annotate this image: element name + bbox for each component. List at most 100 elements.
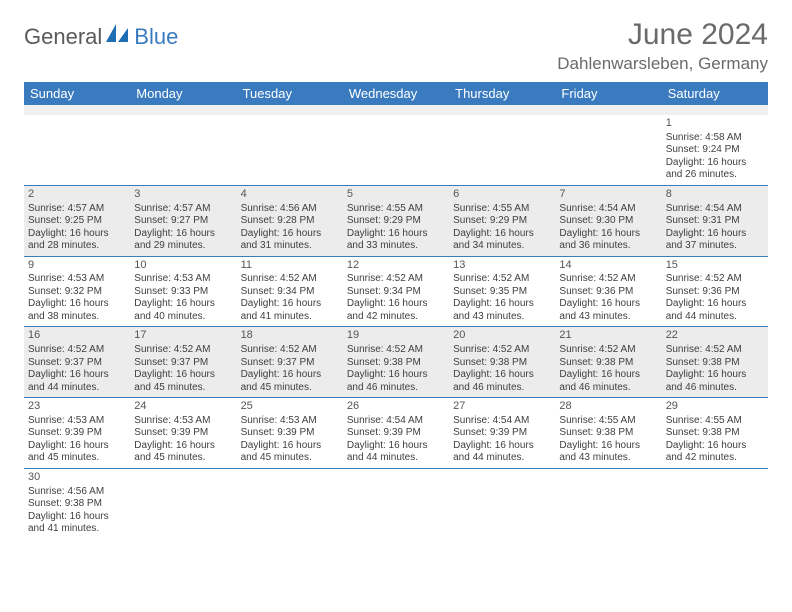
day-number: 14	[559, 259, 657, 273]
day-number: 16	[28, 329, 126, 343]
calendar-cell	[130, 468, 236, 538]
day-number: 25	[241, 400, 339, 414]
cell-line: and 42 minutes.	[347, 311, 445, 324]
day-number: 30	[28, 471, 126, 485]
calendar-cell: 15Sunrise: 4:52 AMSunset: 9:36 PMDayligh…	[662, 256, 768, 327]
cell-line: Sunset: 9:31 PM	[666, 215, 764, 228]
cell-line: Sunrise: 4:52 AM	[241, 273, 339, 286]
cell-line: Sunset: 9:27 PM	[134, 215, 232, 228]
cell-line: Sunset: 9:39 PM	[134, 427, 232, 440]
cell-line: Sunrise: 4:52 AM	[559, 344, 657, 357]
day-number: 6	[453, 188, 551, 202]
day-number: 2	[28, 188, 126, 202]
calendar-cell: 2Sunrise: 4:57 AMSunset: 9:25 PMDaylight…	[24, 185, 130, 256]
location-text: Dahlenwarsleben, Germany	[557, 54, 768, 74]
cell-line: Daylight: 16 hours	[347, 369, 445, 382]
cell-line: Sunrise: 4:53 AM	[241, 415, 339, 428]
calendar-cell	[555, 115, 661, 185]
cell-line: Sunset: 9:37 PM	[241, 357, 339, 370]
cell-line: Daylight: 16 hours	[241, 369, 339, 382]
cell-line: Sunset: 9:39 PM	[347, 427, 445, 440]
calendar-cell: 8Sunrise: 4:54 AMSunset: 9:31 PMDaylight…	[662, 185, 768, 256]
day-number: 10	[134, 259, 232, 273]
cell-line: Daylight: 16 hours	[134, 440, 232, 453]
cell-line: Sunrise: 4:54 AM	[666, 203, 764, 216]
cell-line: Sunrise: 4:55 AM	[666, 415, 764, 428]
cell-line: Daylight: 16 hours	[453, 228, 551, 241]
calendar-cell: 13Sunrise: 4:52 AMSunset: 9:35 PMDayligh…	[449, 256, 555, 327]
cell-line: Daylight: 16 hours	[666, 298, 764, 311]
cell-line: Sunset: 9:28 PM	[241, 215, 339, 228]
cell-line: and 42 minutes.	[666, 452, 764, 465]
calendar-cell: 26Sunrise: 4:54 AMSunset: 9:39 PMDayligh…	[343, 398, 449, 469]
cell-line: Sunrise: 4:54 AM	[559, 203, 657, 216]
calendar-cell: 6Sunrise: 4:55 AMSunset: 9:29 PMDaylight…	[449, 185, 555, 256]
cell-line: Sunset: 9:38 PM	[347, 357, 445, 370]
calendar-table: SundayMondayTuesdayWednesdayThursdayFrid…	[24, 82, 768, 539]
cell-line: and 28 minutes.	[28, 240, 126, 253]
cell-line: Sunset: 9:37 PM	[134, 357, 232, 370]
day-header: Sunday	[24, 82, 130, 105]
cell-line: Daylight: 16 hours	[241, 298, 339, 311]
cell-line: and 43 minutes.	[559, 452, 657, 465]
calendar-cell	[343, 468, 449, 538]
cell-line: Sunrise: 4:55 AM	[453, 203, 551, 216]
cell-line: and 36 minutes.	[559, 240, 657, 253]
cell-line: Sunrise: 4:54 AM	[453, 415, 551, 428]
cell-line: and 45 minutes.	[134, 452, 232, 465]
cell-line: and 45 minutes.	[241, 452, 339, 465]
calendar-head: SundayMondayTuesdayWednesdayThursdayFrid…	[24, 82, 768, 105]
cell-line: Sunset: 9:37 PM	[28, 357, 126, 370]
brand-text-1: General	[24, 24, 102, 50]
cell-line: and 46 minutes.	[347, 382, 445, 395]
cell-line: Sunset: 9:34 PM	[241, 286, 339, 299]
calendar-cell	[449, 468, 555, 538]
cell-line: Daylight: 16 hours	[134, 228, 232, 241]
cell-line: and 45 minutes.	[241, 382, 339, 395]
calendar-cell: 18Sunrise: 4:52 AMSunset: 9:37 PMDayligh…	[237, 327, 343, 398]
day-header: Friday	[555, 82, 661, 105]
cell-line: Sunset: 9:38 PM	[453, 357, 551, 370]
cell-line: Sunrise: 4:53 AM	[28, 415, 126, 428]
calendar-cell	[24, 115, 130, 185]
day-number: 26	[347, 400, 445, 414]
cell-line: Sunrise: 4:57 AM	[134, 203, 232, 216]
cell-line: Daylight: 16 hours	[28, 511, 126, 524]
calendar-cell: 1Sunrise: 4:58 AMSunset: 9:24 PMDaylight…	[662, 115, 768, 185]
calendar-cell: 22Sunrise: 4:52 AMSunset: 9:38 PMDayligh…	[662, 327, 768, 398]
calendar-cell	[343, 115, 449, 185]
day-number: 9	[28, 259, 126, 273]
cell-line: Daylight: 16 hours	[559, 440, 657, 453]
calendar-cell: 29Sunrise: 4:55 AMSunset: 9:38 PMDayligh…	[662, 398, 768, 469]
cell-line: Sunrise: 4:53 AM	[134, 273, 232, 286]
cell-line: Daylight: 16 hours	[28, 369, 126, 382]
calendar-cell: 3Sunrise: 4:57 AMSunset: 9:27 PMDaylight…	[130, 185, 236, 256]
cell-line: Sunset: 9:33 PM	[134, 286, 232, 299]
cell-line: Daylight: 16 hours	[559, 369, 657, 382]
calendar-cell: 9Sunrise: 4:53 AMSunset: 9:32 PMDaylight…	[24, 256, 130, 327]
day-number: 13	[453, 259, 551, 273]
cell-line: Sunset: 9:39 PM	[453, 427, 551, 440]
page-header: General Blue June 2024 Dahlenwarsleben, …	[24, 18, 768, 74]
calendar-cell: 17Sunrise: 4:52 AMSunset: 9:37 PMDayligh…	[130, 327, 236, 398]
day-number: 4	[241, 188, 339, 202]
calendar-cell: 30Sunrise: 4:56 AMSunset: 9:38 PMDayligh…	[24, 468, 130, 538]
day-number: 8	[666, 188, 764, 202]
cell-line: Sunset: 9:36 PM	[559, 286, 657, 299]
day-number: 27	[453, 400, 551, 414]
cell-line: and 26 minutes.	[666, 169, 764, 182]
cell-line: Daylight: 16 hours	[559, 228, 657, 241]
calendar-cell: 5Sunrise: 4:55 AMSunset: 9:29 PMDaylight…	[343, 185, 449, 256]
cell-line: and 40 minutes.	[134, 311, 232, 324]
cell-line: Sunset: 9:39 PM	[28, 427, 126, 440]
cell-line: and 41 minutes.	[241, 311, 339, 324]
cell-line: Sunrise: 4:56 AM	[241, 203, 339, 216]
cell-line: and 43 minutes.	[453, 311, 551, 324]
cell-line: Sunrise: 4:54 AM	[347, 415, 445, 428]
cell-line: Sunset: 9:32 PM	[28, 286, 126, 299]
day-number: 3	[134, 188, 232, 202]
cell-line: Daylight: 16 hours	[241, 228, 339, 241]
cell-line: Sunset: 9:25 PM	[28, 215, 126, 228]
cell-line: and 44 minutes.	[28, 382, 126, 395]
cell-line: Sunrise: 4:53 AM	[134, 415, 232, 428]
